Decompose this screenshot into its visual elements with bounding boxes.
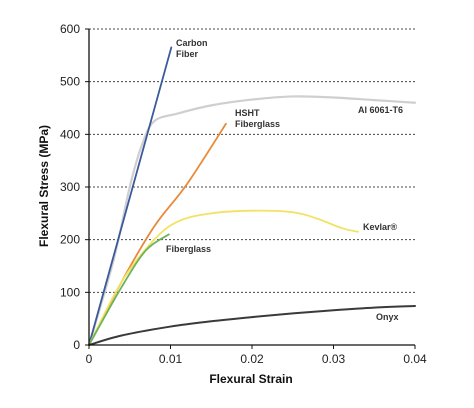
y-tick-label: 0 (73, 338, 80, 352)
y-tick-label: 500 (60, 75, 80, 89)
series-label-fiberglass: Fiberglass (166, 244, 211, 254)
y-tick-label: 400 (60, 127, 80, 141)
series-line-onyx (88, 305, 416, 346)
series-label-line: Fiberglass (166, 244, 211, 254)
x-tick-label: 0.01 (159, 352, 183, 366)
series-label-line: Onyx (376, 312, 399, 322)
series-label-carbon-fiber: Carbon Fiber (176, 38, 208, 59)
series-label-line: Al 6061-T6 (358, 105, 403, 115)
series-label-hsht-fiberglass: HSHT Fiberglass (235, 108, 280, 129)
series-lines (87, 46, 417, 347)
axes: 0 100 200 300 400 500 600 0 0.01 0.02 0.03 0.04 (60, 22, 427, 366)
series-label-line: Fiber (176, 49, 199, 59)
x-tick-label: 0.04 (403, 352, 427, 366)
series-line-al-6061-t6 (87, 95, 417, 347)
series-label-line: Kevlar® (363, 222, 398, 232)
series-label-line: Fiberglass (235, 119, 280, 129)
series-label-line: Carbon (176, 38, 208, 48)
x-tick-label: 0.02 (240, 352, 264, 366)
series-label-onyx: Onyx (376, 312, 399, 322)
series-line-carbon-fiber (88, 46, 173, 346)
series-line-kevlar (88, 209, 359, 346)
series-label-kevlar: Kevlar® (363, 222, 398, 232)
y-tick-label: 300 (60, 180, 80, 194)
y-axis-title: Flexural Stress (MPa) (37, 125, 51, 247)
x-tick-label: 0.03 (322, 352, 346, 366)
series-label-al-6061-t6: Al 6061-T6 (358, 105, 403, 115)
series-line-fiberglass (88, 233, 170, 346)
y-tick-label: 200 (60, 233, 80, 247)
x-axis-title: Flexural Strain (209, 372, 292, 386)
y-tick-label: 100 (60, 285, 80, 299)
x-tick-label: 0 (86, 352, 93, 366)
series-label-line: HSHT (235, 108, 260, 118)
y-tick-label: 600 (60, 22, 80, 36)
series-line-hsht-fiberglass (88, 122, 227, 346)
